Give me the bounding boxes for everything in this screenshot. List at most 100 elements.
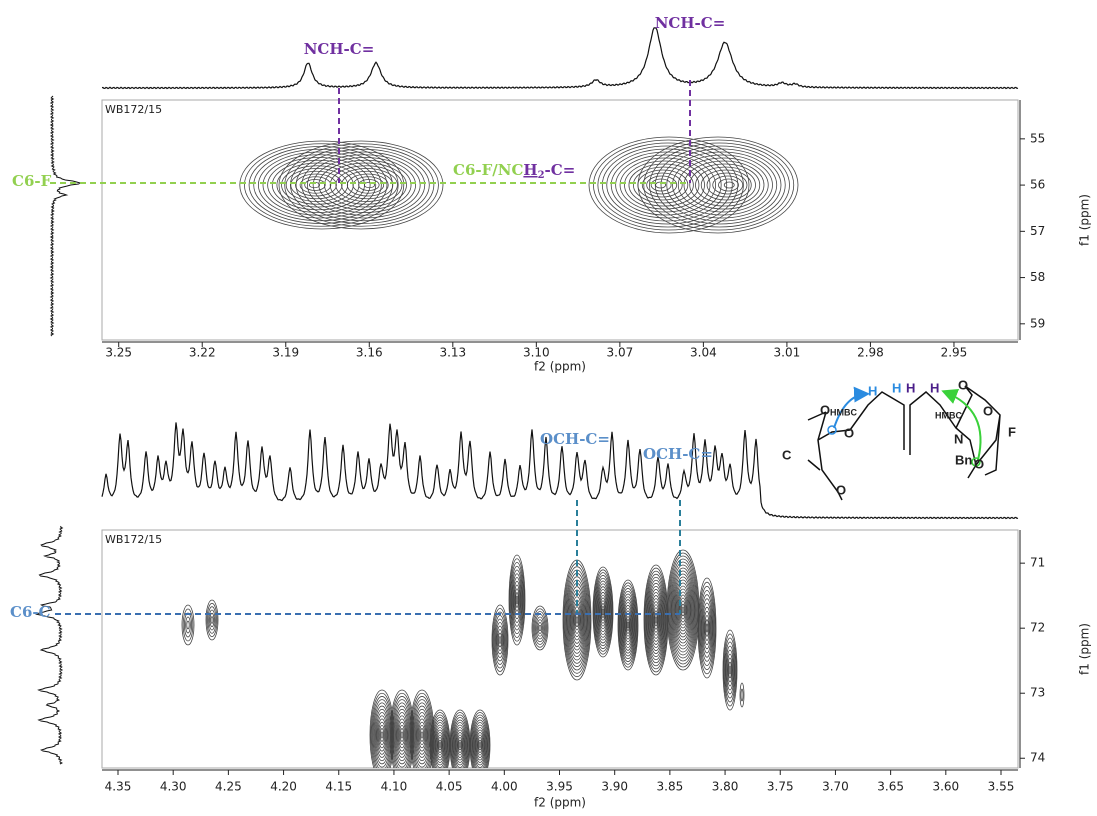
contour [363, 181, 375, 189]
contours [239, 136, 799, 234]
contour [419, 724, 425, 746]
contour [497, 629, 503, 651]
contour [478, 742, 482, 748]
contour [705, 623, 709, 633]
contour [571, 596, 583, 644]
contour [617, 579, 639, 671]
structure-label: O [820, 402, 830, 417]
contour [588, 136, 750, 234]
contour [379, 724, 385, 746]
x-tick-label: 4.10 [381, 780, 408, 794]
contour [430, 712, 450, 768]
contour [210, 616, 214, 624]
projection-f1 [35, 525, 64, 765]
projection-f1 [49, 95, 82, 337]
contour [289, 146, 435, 224]
contour [595, 577, 611, 647]
contour [491, 604, 509, 676]
y-tick-label: 59 [1030, 316, 1045, 330]
y-tick-label: 72 [1030, 621, 1045, 635]
contour [672, 154, 773, 216]
x-tick-label: 3.90 [601, 780, 628, 794]
x-tick-label: 4.30 [160, 780, 187, 794]
contour [618, 582, 638, 668]
contour [290, 170, 343, 200]
contour [564, 566, 590, 674]
contour [453, 724, 467, 766]
contour [718, 178, 739, 192]
contour [473, 722, 487, 768]
plot-frame [101, 529, 1019, 769]
marker-circle [827, 425, 837, 435]
contour [456, 732, 464, 758]
contour [681, 603, 686, 617]
contour [435, 729, 445, 761]
contour [623, 604, 633, 646]
contour [702, 602, 712, 654]
contour [669, 561, 697, 659]
annotation-part: -C= [545, 161, 576, 179]
contour [594, 575, 612, 649]
contour [420, 731, 424, 739]
contour [437, 737, 443, 753]
contour [618, 585, 638, 665]
contour [457, 737, 463, 753]
contour [592, 566, 614, 658]
contour [699, 590, 715, 666]
x-tick-label: 3.65 [877, 780, 904, 794]
contour [239, 140, 405, 230]
contour [593, 572, 613, 652]
contour [417, 718, 427, 752]
x-tick-label: 3.85 [657, 780, 684, 794]
annotation-part: H [523, 161, 537, 179]
contour [431, 717, 449, 768]
contour [472, 719, 488, 768]
contour [433, 724, 447, 766]
contour [652, 604, 660, 636]
contour [625, 616, 631, 634]
contour [648, 589, 664, 651]
structure-label: O [974, 456, 984, 471]
contour [624, 610, 632, 640]
projection-f2 [101, 422, 1019, 520]
x-tick-label: 4.15 [325, 780, 352, 794]
contour [312, 157, 417, 213]
contour [601, 145, 733, 225]
contour [511, 573, 523, 627]
contour [532, 608, 548, 648]
contour [304, 179, 326, 191]
structure-label: N [954, 431, 963, 446]
contour [660, 148, 782, 222]
contour [643, 139, 795, 231]
contour [341, 170, 394, 200]
contours [181, 549, 745, 768]
contour [413, 705, 431, 765]
contour [535, 616, 545, 640]
contour [307, 154, 421, 216]
contour [379, 728, 385, 742]
contour [649, 142, 790, 228]
x-tick-label: 3.07 [607, 346, 634, 360]
contour [621, 596, 635, 654]
contour [418, 721, 426, 749]
contour [536, 619, 544, 637]
x-tick-label: 3.25 [105, 346, 132, 360]
contour [645, 573, 667, 667]
contour [726, 649, 734, 691]
structure-label: O [844, 425, 854, 440]
contour [515, 595, 519, 605]
annotation-part: 2 [538, 170, 545, 181]
contour [683, 160, 765, 210]
annotation: OCH-C= [540, 430, 610, 448]
contour [515, 592, 519, 608]
x-tick-label: 3.01 [774, 346, 801, 360]
contour [492, 608, 508, 672]
contour [470, 712, 490, 768]
contour [650, 595, 662, 645]
contour [276, 162, 360, 208]
contour [458, 742, 462, 748]
hmbc-arrow [941, 389, 982, 461]
contour [454, 727, 466, 763]
contour [593, 139, 744, 231]
contour [654, 616, 658, 624]
